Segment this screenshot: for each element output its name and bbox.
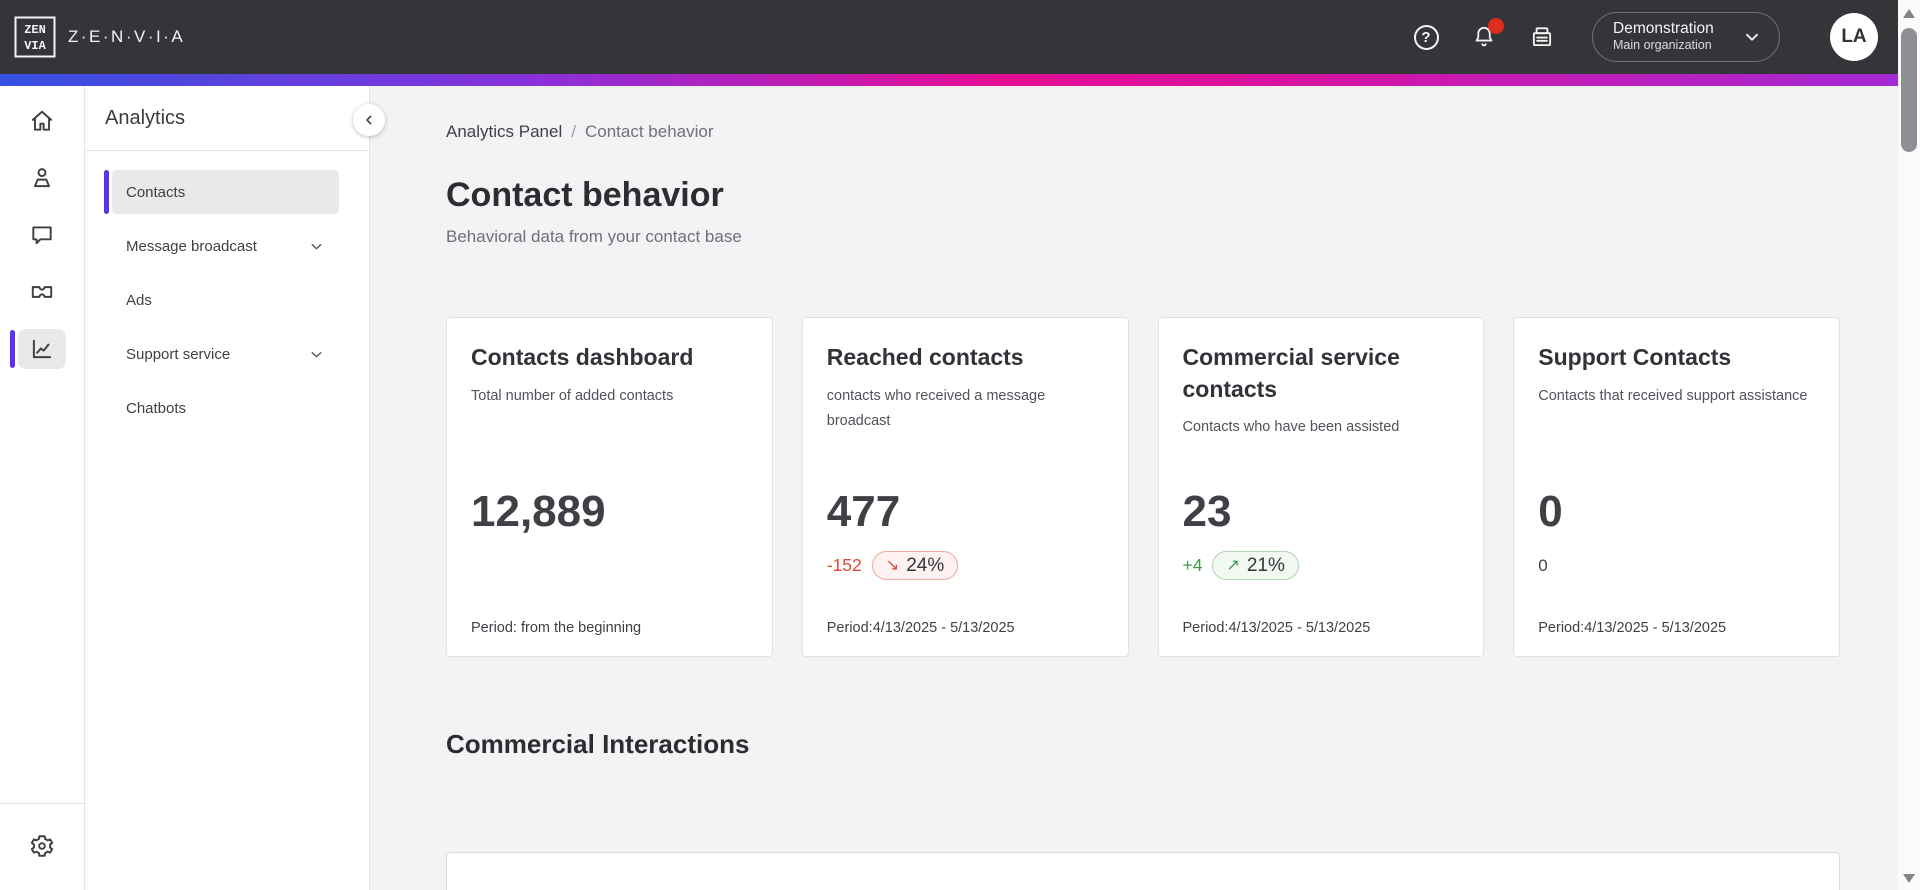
card-value: 23 [1182,487,1232,536]
trend-percent: 24% [906,554,945,576]
card-period: Period:4/13/2025 - 5/13/2025 [826,620,1015,636]
card-value: 0 [1538,487,1563,536]
notification-badge [1488,18,1504,34]
main-content: Analytics Panel / Contact behavior Conta… [370,86,1920,890]
printer-icon [1529,24,1555,50]
analytics-sidebar: Analytics Contacts Message broadcast Ads… [85,86,385,890]
sidebar-item-label: Ads [126,291,152,309]
page-subtitle: Behavioral data from your contact base [446,227,742,246]
chevron-down-icon [308,238,325,255]
trend-down-icon: ↘ [885,556,900,574]
svg-text:ZEN: ZEN [24,23,46,37]
kpi-cards-row: Contacts dashboard Total number of added… [446,317,1840,657]
card-delta-row: 0 [1538,551,1547,580]
trend-percent: 21% [1246,554,1285,576]
card-title: Support Contacts [1538,344,1732,370]
trend-badge-down: ↘ 24% [871,551,959,580]
rail-analytics-button[interactable] [10,329,66,369]
breadcrumb-analytics-panel[interactable]: Analytics Panel [446,122,563,141]
brand-gradient-bar [0,74,1920,86]
card-description: Total number of added contacts [471,387,674,404]
gear-icon [29,833,55,859]
user-avatar[interactable]: LA [1830,13,1878,61]
print-button[interactable] [1526,21,1558,53]
sidebar-item-contacts[interactable]: Contacts [104,170,339,214]
svg-text:VIA: VIA [24,39,46,53]
chevron-left-icon [361,112,377,128]
sidebar-title: Analytics [105,106,186,129]
card-value: 477 [826,487,901,536]
rail-home-button[interactable] [18,101,66,141]
organization-subtitle: Main organization [1613,38,1712,53]
sidebar-item-label: Support service [126,345,231,363]
chevron-down-icon [308,346,325,363]
bell-icon [1471,24,1497,50]
ticket-icon [29,279,55,305]
help-icon: ? [1413,24,1439,50]
card-period: Period: from the beginning [471,620,642,636]
organization-name: Demonstration [1613,20,1714,37]
sidebar-item-label: Message broadcast [126,237,257,255]
top-bar: ZEN VIA Z·E·N·V·I·A ? [0,0,1920,74]
trend-badge-up: ↗ 21% [1212,551,1299,580]
card-reached-contacts: Reached contacts contacts who received a… [801,317,1129,657]
card-support-contacts: Support Contacts Contacts that received … [1513,317,1840,657]
zenvia-logo-icon: ZEN VIA [14,16,56,58]
card-title: Contacts dashboard [471,344,694,370]
card-description: Contacts that received support assistanc… [1538,387,1808,404]
sidebar-item-chatbots[interactable]: Chatbots [112,386,339,430]
card-value: 12,889 [471,487,606,536]
card-contacts-dashboard: Contacts dashboard Total number of added… [446,317,773,657]
sidebar-item-label: Chatbots [126,399,187,417]
notifications-button[interactable] [1468,18,1504,53]
sidebar-collapse-button[interactable] [353,104,385,136]
card-commercial-service-contacts: Commercial service contacts Contacts who… [1157,317,1485,657]
breadcrumb-separator: / [571,122,576,141]
zenvia-logo[interactable]: ZEN VIA Z·E·N·V·I·A [14,16,185,58]
commercial-interactions-card [446,852,1840,890]
sidebar-item-label: Contacts [126,183,186,201]
chevron-down-icon [1727,26,1763,48]
vertical-scrollbar[interactable] [1898,0,1920,890]
page-title: Contact behavior [446,176,724,214]
breadcrumb: Analytics Panel / Contact behavior [446,122,1840,142]
home-icon [29,108,55,134]
delta-value: 0 [1538,555,1548,575]
card-delta-row: +4 ↗ 21% [1183,551,1299,580]
icon-rail [0,86,85,890]
delta-value: +4 [1182,555,1203,575]
card-period: Period:4/13/2025 - 5/13/2025 [1182,620,1371,636]
sidebar-menu: Contacts Message broadcast Ads Support s… [104,170,339,430]
card-period: Period:4/13/2025 - 5/13/2025 [1538,620,1727,636]
card-title: Reached contacts [826,344,1024,370]
card-description: Contacts who have been assisted [1182,419,1400,436]
section-title-commercial-interactions: Commercial Interactions [446,729,750,759]
analytics-chart-icon [29,336,55,362]
help-button[interactable]: ? [1410,21,1442,53]
zenvia-wordmark: Z·E·N·V·I·A [68,27,186,46]
trend-up-icon: ↗ [1226,556,1240,574]
sidebar-item-support-service[interactable]: Support service [112,332,339,376]
delta-value: -152 [826,555,862,575]
organization-switcher[interactable]: Demonstration Main organization [1592,12,1780,62]
card-title: Commercial service contacts [1182,344,1400,402]
card-delta-row: -152 ↘ 24% [826,551,959,580]
sidebar-item-ads[interactable]: Ads [112,278,339,322]
rail-contacts-button[interactable] [18,158,66,198]
breadcrumb-current: Contact behavior [584,122,714,141]
scroll-down-arrow-icon[interactable] [1903,874,1915,883]
scroll-up-arrow-icon[interactable] [1903,9,1915,18]
card-description: contacts who received a message broadcas… [826,387,1046,430]
sidebar-item-message-broadcast[interactable]: Message broadcast [112,224,339,268]
rail-campaigns-button[interactable] [18,272,66,312]
chat-bubble-icon [29,222,55,248]
rail-conversations-button[interactable] [18,215,66,255]
person-icon [29,165,55,191]
scrollbar-thumb[interactable] [1901,28,1917,152]
settings-button[interactable] [18,826,66,866]
